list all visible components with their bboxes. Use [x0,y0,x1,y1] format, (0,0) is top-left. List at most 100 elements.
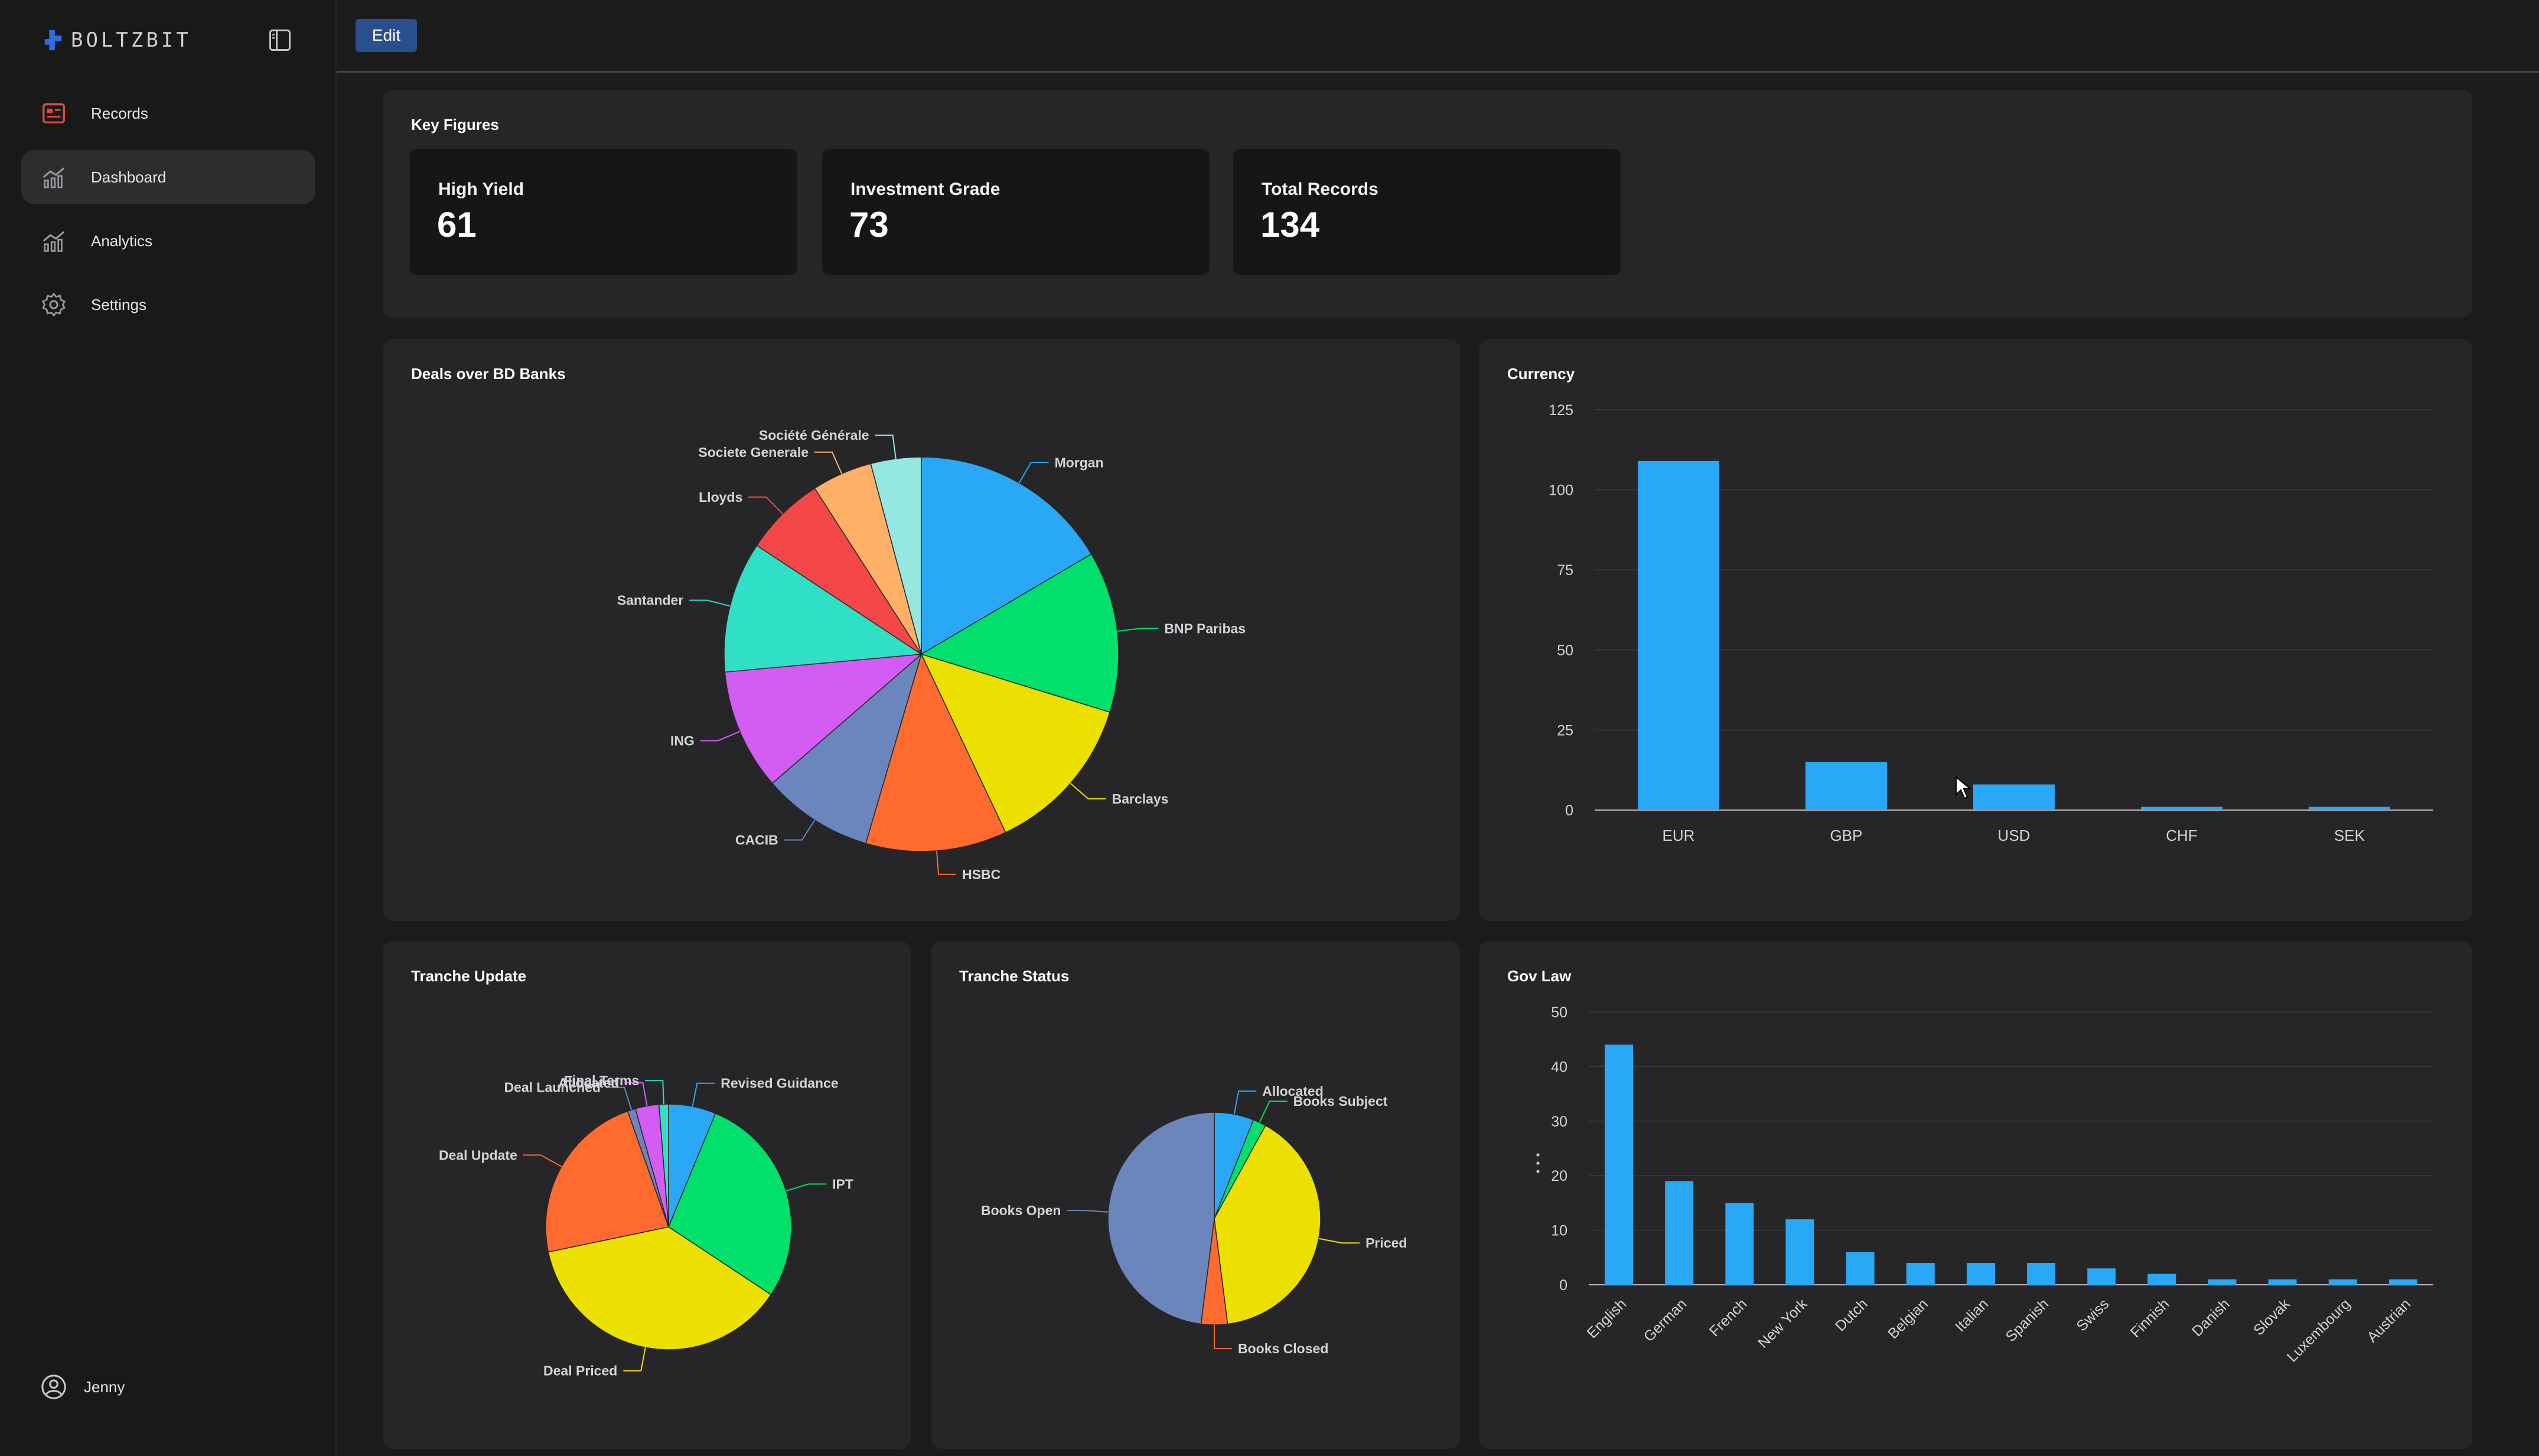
bar-chf[interactable] [2141,807,2222,810]
panel-title: Gov Law [1507,967,1572,985]
kpi-label: High Yield [438,179,524,199]
pie-leader-line [1070,782,1106,799]
x-tick-label-spanish: Spanish [2003,1295,2052,1345]
pie-label-hsbc: HSBC [962,867,1000,882]
kpi-card-high-yield: High Yield 61 [410,149,797,275]
x-tick-label-french: French [1706,1295,1751,1340]
pie-leader-line [700,730,741,742]
bar-belgian[interactable] [1906,1263,1935,1285]
pie-leader-line [1318,1238,1360,1244]
pie-slice-hsbc[interactable] [865,652,1006,852]
pie-label-deal-update: Deal Update [439,1147,517,1163]
x-tick-label-eur: EUR [1663,827,1695,844]
kpi-value: 73 [849,205,889,244]
x-tick-label-swiss: Swiss [2073,1295,2112,1334]
bar-english[interactable] [1605,1044,1634,1285]
brand[interactable]: BOLTZBIT [43,27,191,53]
bar-austrian[interactable] [2388,1279,2417,1285]
pie-slice-priced[interactable] [1214,1125,1321,1325]
x-tick-label-gbp: GBP [1830,827,1863,844]
y-tick-label: 50 [1551,1004,1567,1021]
tranche-update-pie-chart: Revised Guidance IPT Deal Priced Deal Updat… [439,1073,853,1379]
bar-sek[interactable] [2309,807,2390,810]
pie-label-societe-generale: Société Générale [759,427,869,443]
pie-leader-line [1259,1100,1288,1123]
x-tick-label-english: English [1584,1295,1630,1341]
x-tick-label-sek: SEK [2334,827,2365,844]
records-icon [43,103,65,124]
bar-luxembourg[interactable] [2328,1279,2357,1285]
panel-title: Deals over BD Banks [411,365,566,383]
tranche-status-panel: Tranche Status Allocated Books Subject Pri… [931,941,1460,1449]
pie-slice-cacib[interactable] [771,652,923,844]
sidebar-item-label: Dashboard [91,168,167,186]
bar-usd[interactable] [1973,784,2055,810]
gov-law-bar-chart: 0 10 20 30 40 50 English German French New York Du… [1551,1004,2433,1366]
more-options-icon[interactable] [1534,1151,1541,1177]
key-figures-panel: Key Figures High Yield 61 Investment Gra… [383,90,2472,318]
bar-finnish[interactable] [2147,1274,2176,1285]
pie-leader-line [689,599,731,607]
pie-slice-santander[interactable] [723,544,923,673]
pie-leader-line [645,1080,664,1105]
pie-slice-deal-priced[interactable] [547,1226,772,1350]
pie-label-deal-priced: Deal Priced [543,1363,617,1379]
sidebar-item-records[interactable]: Records [21,86,315,141]
pie-slice-deal-update[interactable] [545,1110,669,1253]
bar-eur[interactable] [1638,461,1719,810]
sidebar-item-dashboard[interactable]: Dashboard [21,150,315,204]
pie-slice-bnp-paribas[interactable] [920,553,1119,713]
bar-spanish[interactable] [2027,1263,2056,1285]
pie-label-societe-generale: Societe Generale [698,445,809,460]
pie-leader-line [625,1082,648,1106]
pie-leader-line [875,435,897,459]
y-tick-label: 30 [1551,1114,1567,1130]
banks-panel: Deals over BD Banks Morgan BNP Paribas Bar… [383,339,1460,921]
y-tick-label: 100 [1549,482,1573,499]
edit-button[interactable]: Edit [356,19,417,52]
bar-dutch[interactable] [1846,1252,1875,1285]
dashboard-icon [43,167,65,188]
user-profile[interactable]: Jenny [40,1373,125,1400]
kpi-value: 61 [437,205,477,244]
x-tick-label-austrian: Austrian [2364,1295,2414,1346]
pie-label-books-subject: Books Subject [1293,1093,1388,1109]
y-tick-label: 25 [1557,722,1573,739]
currency-panel: Currency 0 25 50 75 100 125 EUR GBP USD CHF SEK [1479,339,2472,921]
y-tick-label: 10 [1551,1223,1567,1239]
pie-label-ing: ING [670,733,695,748]
pie-label-bnp-paribas: BNP Paribas [1164,621,1246,636]
sidebar-item-analytics[interactable]: Analytics [21,214,315,268]
brand-name: BOLTZBIT [71,28,191,52]
panel-title: Tranche Status [959,967,1070,985]
pie-slice-barclays[interactable] [920,653,1111,833]
pie-leader-line [1233,1090,1257,1115]
bar-french[interactable] [1725,1203,1754,1285]
pie-slice-books-open[interactable] [1107,1112,1215,1325]
bar-danish[interactable] [2208,1279,2237,1285]
pie-leader-line [1018,462,1049,484]
bar-swiss[interactable] [2087,1268,2116,1285]
pie-slice-morgan[interactable] [921,456,1092,655]
sidebar-item-settings[interactable]: Settings [21,278,315,332]
x-tick-label-belgian: Belgian [1885,1295,1931,1342]
tranche-update-panel: Tranche Update Revised Guidance IPT Deal P… [383,941,911,1449]
pie-label-barclays: Barclays [1112,791,1169,807]
x-tick-label-italian: Italian [1952,1295,1992,1335]
pie-slice-final-terms[interactable] [658,1104,669,1228]
bar-new-york[interactable] [1785,1219,1814,1285]
pie-label-allocated: Allocated [1262,1083,1324,1099]
panel-title: Tranche Update [411,967,527,985]
sidebar: BOLTZBIT Records Dashboard An [0,0,337,1456]
pie-slice-ipt[interactable] [668,1112,792,1295]
y-tick-label: 0 [1565,802,1573,819]
bar-italian[interactable] [1966,1263,1995,1285]
sidebar-toggle-icon[interactable] [267,27,293,53]
pie-label-final-terms: Final Terms [564,1073,639,1088]
pie-label-allocated: Allocated [558,1075,620,1091]
bar-german[interactable] [1665,1181,1694,1285]
bar-gbp[interactable] [1805,762,1887,810]
bar-slovak[interactable] [2268,1279,2297,1285]
pie-label-deal-launched: Deal Launched [504,1080,601,1095]
